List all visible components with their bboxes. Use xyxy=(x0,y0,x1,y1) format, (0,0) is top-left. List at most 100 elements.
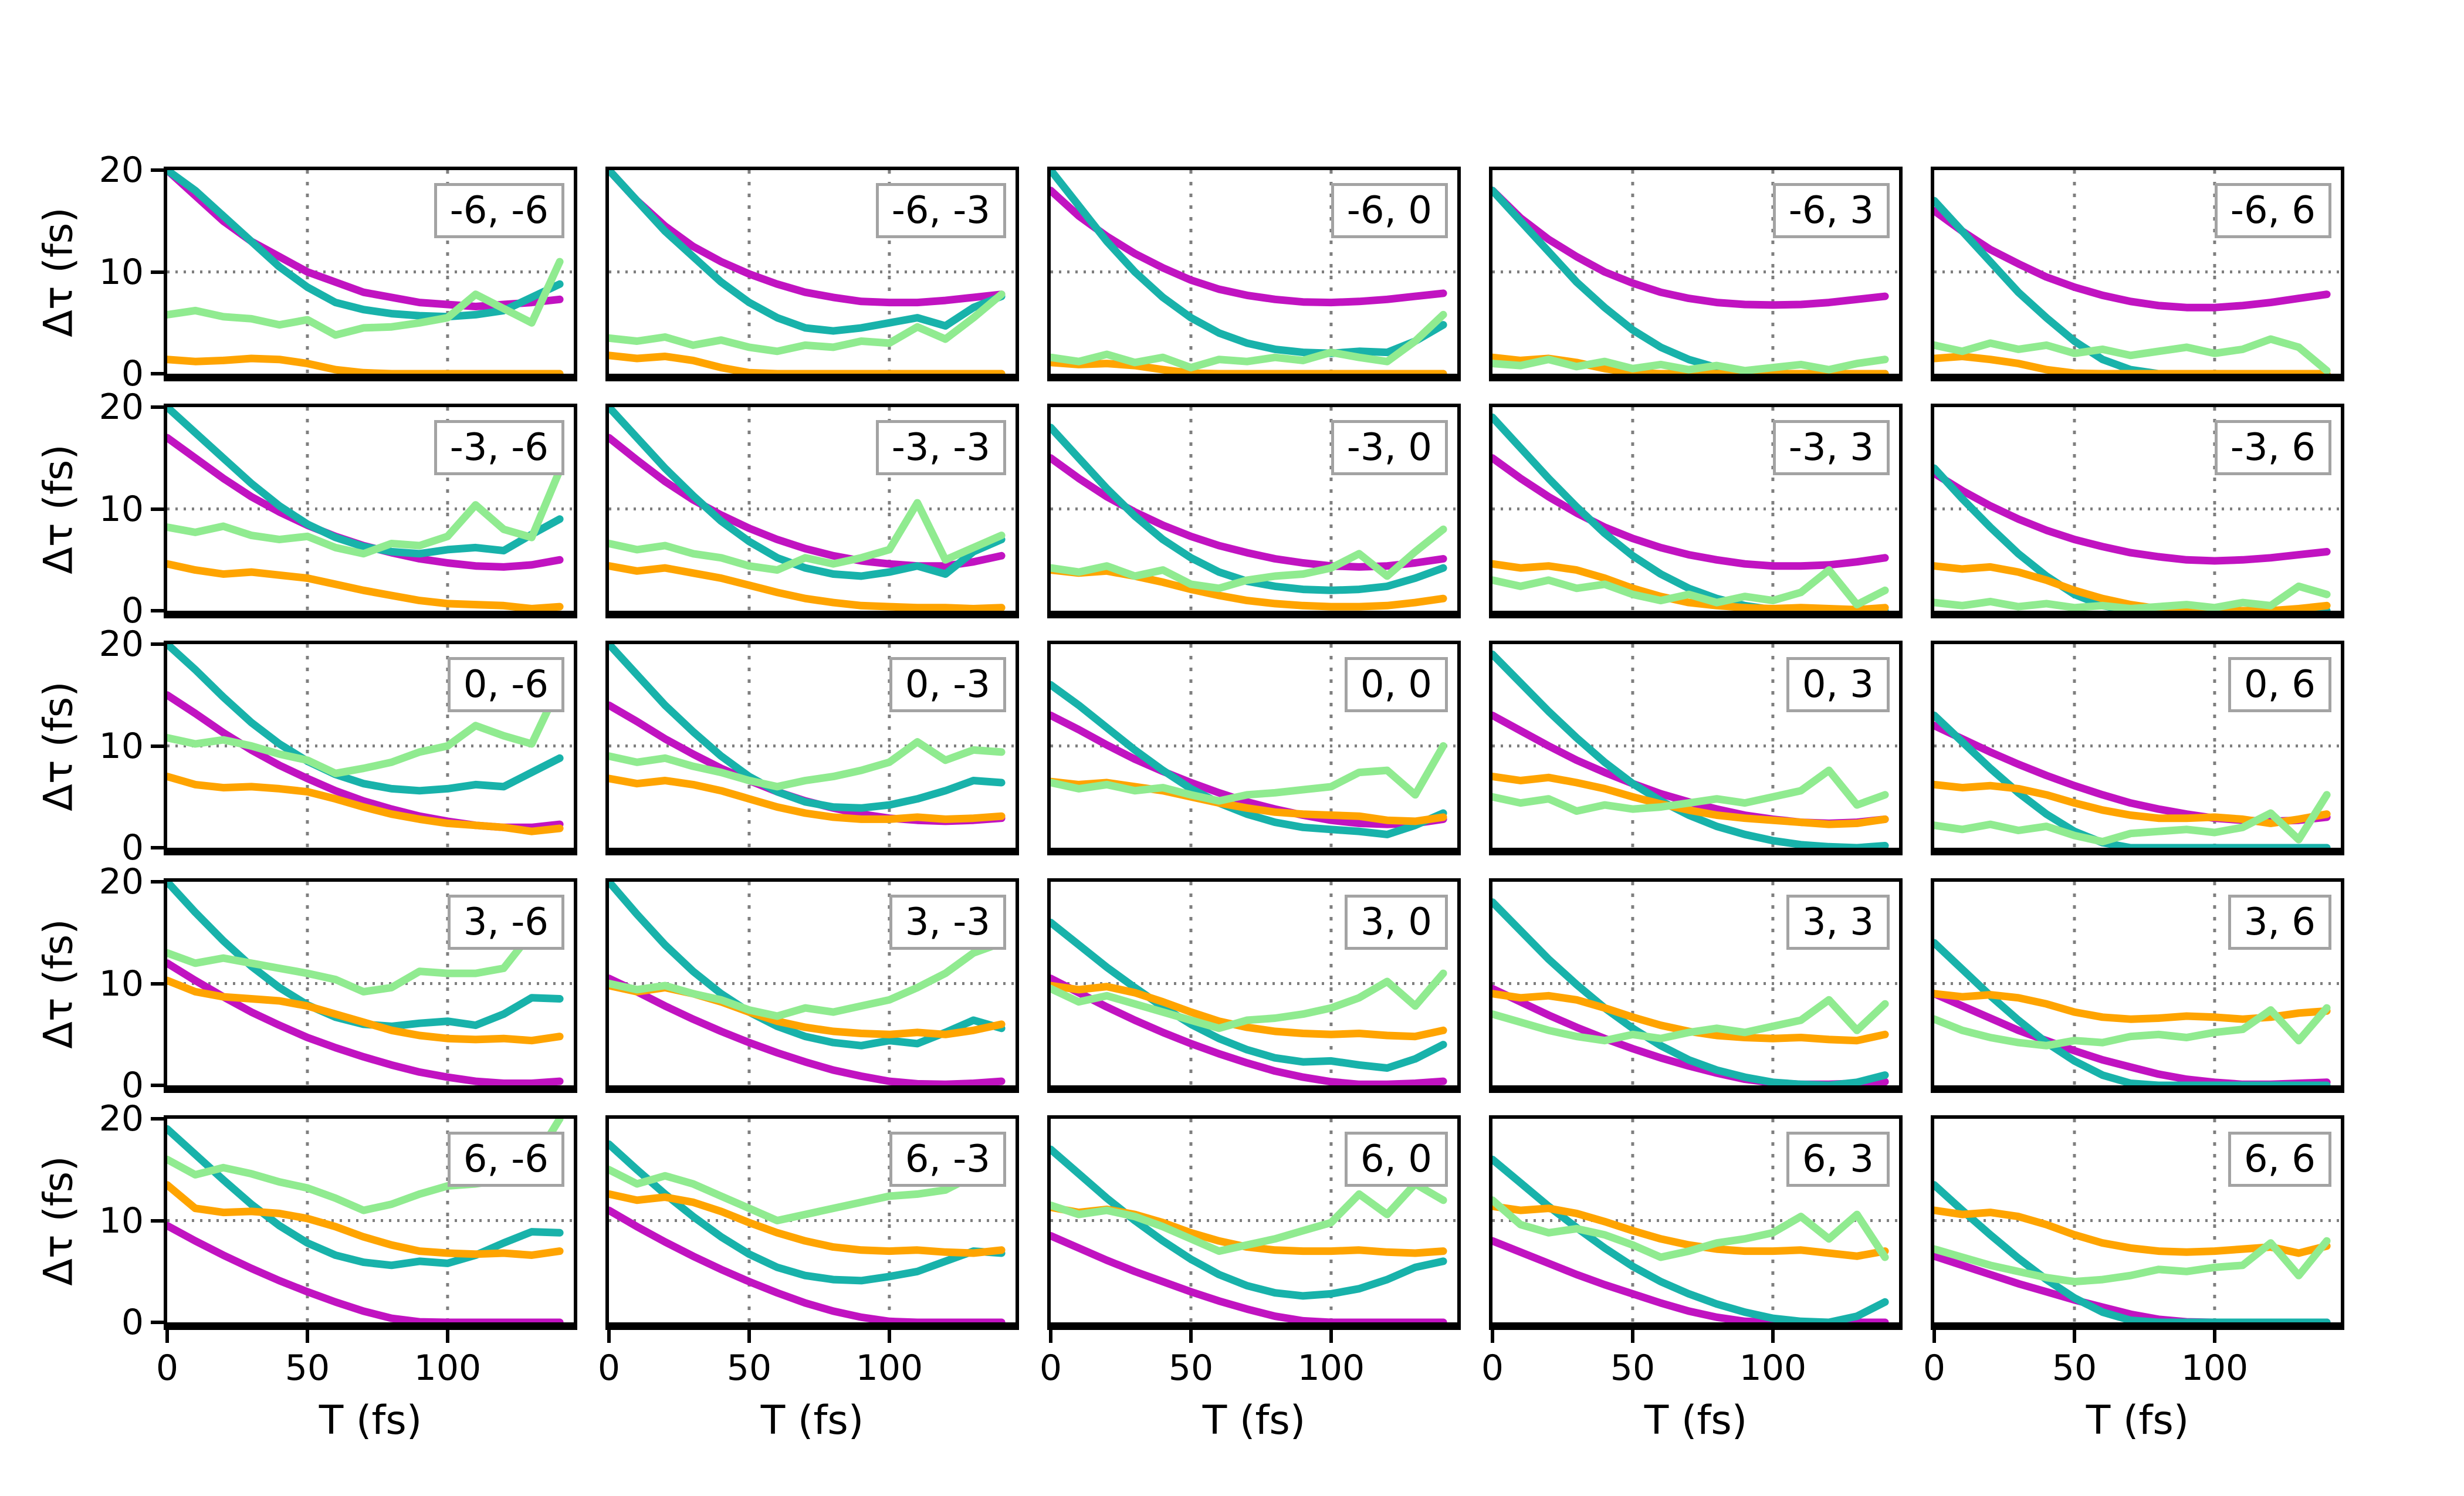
teal-line xyxy=(609,644,1006,812)
panel-label: 6, -3 xyxy=(889,1132,1006,1187)
teal-line xyxy=(1934,939,2331,1085)
panel-label: -6, -3 xyxy=(875,183,1006,238)
magenta-line xyxy=(1051,1232,1447,1322)
x-tick-label: 50 xyxy=(1168,1348,1214,1389)
magenta-line xyxy=(1492,187,1889,309)
teal-line xyxy=(609,170,1006,335)
subplot--3_-6: -3, -6 xyxy=(164,404,577,618)
magenta-line xyxy=(1934,469,2331,565)
magenta-line xyxy=(609,1206,1006,1322)
y-tick-mark xyxy=(151,1117,164,1121)
teal-line xyxy=(1934,1181,2331,1322)
y-tick-label: 10 xyxy=(99,725,144,767)
panel-label: 6, 6 xyxy=(2228,1132,2331,1187)
green-line xyxy=(609,1140,1006,1224)
y-tick-label: 20 xyxy=(99,861,144,902)
magenta-line xyxy=(167,1221,564,1322)
x-tick-mark xyxy=(1932,1330,1936,1343)
teal-line xyxy=(1051,170,1447,357)
x-axis-label: T (fs) xyxy=(1202,1397,1306,1444)
x-tick-mark xyxy=(2072,1330,2076,1343)
panel-label: -3, -6 xyxy=(434,420,564,475)
subplot--6_-3: -6, -3 xyxy=(605,167,1019,381)
subplot-plot-area xyxy=(1051,882,1457,1085)
green-line xyxy=(609,499,1006,574)
subplot-plot-area xyxy=(609,407,1016,611)
x-tick-label: 50 xyxy=(1610,1348,1656,1389)
orange-line xyxy=(609,351,1006,374)
subplot-3_6: 3, 6 xyxy=(1931,878,2344,1093)
orange-line xyxy=(609,774,1006,823)
subplot--3_0: -3, 0 xyxy=(1047,404,1461,618)
subplot-plot-area xyxy=(1492,1119,1899,1322)
green-line xyxy=(1492,566,1889,609)
subplot-0_3: 0, 3 xyxy=(1489,641,1903,855)
orange-line xyxy=(167,560,564,611)
panel-label: 0, -3 xyxy=(889,657,1006,712)
orange-line xyxy=(167,773,564,835)
x-tick-label: 0 xyxy=(1481,1348,1504,1389)
panel-label: 0, 3 xyxy=(1786,657,1890,712)
subplot-3_-6: 3, -6 xyxy=(164,878,577,1093)
y-tick-mark xyxy=(151,1219,164,1223)
orange-line xyxy=(1492,773,1889,828)
magenta-line xyxy=(167,959,564,1085)
panel-label: 6, 0 xyxy=(1344,1132,1448,1187)
teal-line xyxy=(1492,187,1889,374)
subplot--3_-3: -3, -3 xyxy=(605,404,1019,618)
subplot--6_6: -6, 6 xyxy=(1931,167,2344,381)
magenta-line xyxy=(1492,1237,1889,1322)
x-tick-label: 50 xyxy=(726,1348,772,1389)
y-tick-label: 0 xyxy=(121,1302,144,1343)
x-tick-mark xyxy=(1329,1330,1333,1343)
green-line xyxy=(1934,791,2331,846)
subplot-0_6: 0, 6 xyxy=(1931,641,2344,855)
orange-line xyxy=(1934,562,2331,611)
subplot-0_0: 0, 0 xyxy=(1047,641,1461,855)
subplot-plot-area xyxy=(609,882,1016,1085)
panel-label: -6, 3 xyxy=(1772,183,1890,238)
x-tick-label: 0 xyxy=(1039,1348,1062,1389)
subplot-plot-area xyxy=(1934,1119,2341,1322)
green-line xyxy=(609,939,1006,1020)
teal-line xyxy=(167,1125,564,1270)
y-tick-label: 10 xyxy=(99,1200,144,1241)
green-line xyxy=(1051,525,1447,593)
panel-label: -3, 0 xyxy=(1331,420,1448,475)
subplot-6_-3: 6, -3 xyxy=(605,1115,1019,1330)
teal-line xyxy=(609,407,1006,580)
panel-label: 6, 3 xyxy=(1786,1132,1890,1187)
y-tick-mark xyxy=(151,642,164,646)
magenta-line xyxy=(1492,454,1889,570)
orange-line xyxy=(609,562,1006,611)
x-tick-mark xyxy=(445,1330,449,1343)
x-tick-mark xyxy=(1049,1330,1052,1343)
x-axis-label: T (fs) xyxy=(760,1397,864,1444)
panel-label: 0, 6 xyxy=(2228,657,2331,712)
x-tick-mark xyxy=(1771,1330,1775,1343)
green-line xyxy=(167,466,564,558)
subplot-3_0: 3, 0 xyxy=(1047,878,1461,1093)
subplot-plot-area xyxy=(609,644,1016,848)
panel-label: -3, -3 xyxy=(875,420,1006,475)
subplot-plot-area xyxy=(1934,882,2341,1085)
green-line xyxy=(1051,969,1447,1033)
y-tick-label: 20 xyxy=(99,387,144,428)
subplot-plot-area xyxy=(167,882,574,1085)
y-tick-mark xyxy=(151,372,164,375)
magenta-line xyxy=(1051,974,1447,1085)
y-tick-label: 20 xyxy=(99,150,144,191)
green-line xyxy=(1051,742,1447,805)
y-tick-label: 0 xyxy=(121,353,144,394)
magenta-line xyxy=(1934,207,2331,312)
y-tick-mark xyxy=(151,1321,164,1324)
subplot-plot-area xyxy=(609,1119,1016,1322)
y-tick-mark xyxy=(151,744,164,748)
green-line xyxy=(167,903,564,996)
green-line xyxy=(1492,996,1889,1045)
green-line xyxy=(1934,335,2331,374)
x-tick-label: 50 xyxy=(285,1348,330,1389)
subplot-plot-area xyxy=(1934,644,2341,848)
x-axis-label: T (fs) xyxy=(319,1397,422,1444)
green-line xyxy=(1051,1180,1447,1255)
